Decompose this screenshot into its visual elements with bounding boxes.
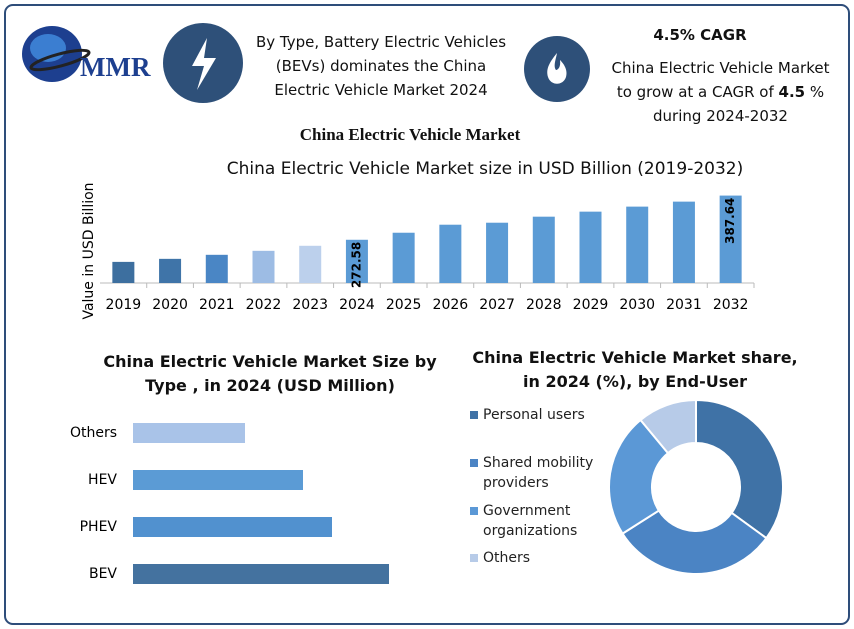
legend-label: Others — [483, 550, 531, 566]
x-tick-label: 2020 — [152, 297, 188, 313]
legend-label: Personal users — [483, 407, 585, 423]
bar — [439, 224, 462, 283]
x-tick-label: 2023 — [292, 297, 328, 313]
x-tick-label: 2025 — [386, 297, 422, 313]
x-tick-label: 2026 — [433, 297, 469, 313]
type-note: By Type, Battery Electric Vehicles (BEVs… — [255, 33, 507, 99]
y-tick-label: Others — [70, 425, 117, 441]
bar — [345, 239, 368, 283]
main-title: China Electric Vehicle Market — [299, 125, 521, 144]
chart3-title: China Electric Vehicle Market share, in … — [472, 348, 798, 391]
x-tick-label: 2022 — [246, 297, 282, 313]
legend-label: Shared mobility providers — [483, 455, 594, 491]
x-tick-label: 2019 — [106, 297, 142, 313]
bar — [672, 201, 695, 283]
logo-globe — [22, 26, 91, 82]
legend-swatch — [470, 507, 478, 515]
bar — [252, 250, 275, 283]
bar — [112, 261, 135, 283]
x-tick-label: 2030 — [619, 297, 655, 313]
y-axis-label: Value in USD Billion — [81, 182, 97, 319]
donut-slice — [695, 398, 784, 540]
legend-item: Government organizations — [470, 501, 623, 541]
bar — [159, 258, 182, 283]
bar — [133, 517, 332, 537]
bar — [532, 216, 555, 283]
x-tick-label: 2028 — [526, 297, 562, 313]
flame-icon — [524, 36, 590, 102]
legend-swatch — [470, 554, 478, 562]
legend-item: Personal users — [470, 405, 623, 425]
y-tick-label: PHEV — [80, 519, 118, 535]
bar — [133, 470, 303, 490]
bar — [626, 206, 649, 283]
donut-slice — [621, 509, 768, 575]
bar — [299, 245, 322, 283]
y-tick-label: BEV — [89, 566, 117, 582]
bar — [719, 195, 742, 283]
value-label: 272.58 — [349, 242, 363, 288]
bolt-shape — [192, 38, 216, 90]
bar — [392, 232, 415, 283]
bar — [486, 222, 509, 283]
frame — [4, 4, 850, 625]
cagr-after: % during 2024-2032 — [653, 83, 825, 125]
x-tick-label: 2027 — [479, 297, 515, 313]
value-label: 387.64 — [723, 198, 737, 244]
bar — [133, 423, 245, 443]
cagr-before: China Electric Vehicle Market to grow at… — [611, 59, 830, 101]
logo-text: MMR — [80, 52, 151, 82]
bar — [133, 564, 389, 584]
bar — [205, 254, 228, 283]
bar — [579, 211, 602, 283]
legend-label: Government organizations — [483, 503, 578, 539]
chart1-title: China Electric Vehicle Market size in US… — [226, 159, 744, 179]
cagr-value: 4.5 — [778, 83, 806, 101]
cagr-title: 4.5% CAGR — [653, 26, 747, 44]
legend-item: Shared mobility providers — [470, 453, 623, 493]
donut-slice — [639, 398, 697, 455]
x-tick-label: 2032 — [713, 297, 749, 313]
x-tick-label: 2029 — [573, 297, 609, 313]
cagr-text: China Electric Vehicle Market to grow at… — [603, 56, 838, 128]
legend-swatch — [470, 459, 478, 467]
x-tick-label: 2021 — [199, 297, 235, 313]
legend-swatch — [470, 411, 478, 419]
legend-item: Others — [470, 548, 623, 568]
x-tick-label: 2024 — [339, 297, 375, 313]
flame-shape — [547, 53, 567, 84]
donut-slice — [608, 418, 670, 535]
x-tick-label: 2031 — [666, 297, 702, 313]
chart2-title: China Electric Vehicle Market Size by Ty… — [103, 352, 437, 395]
y-tick-label: HEV — [88, 472, 117, 488]
